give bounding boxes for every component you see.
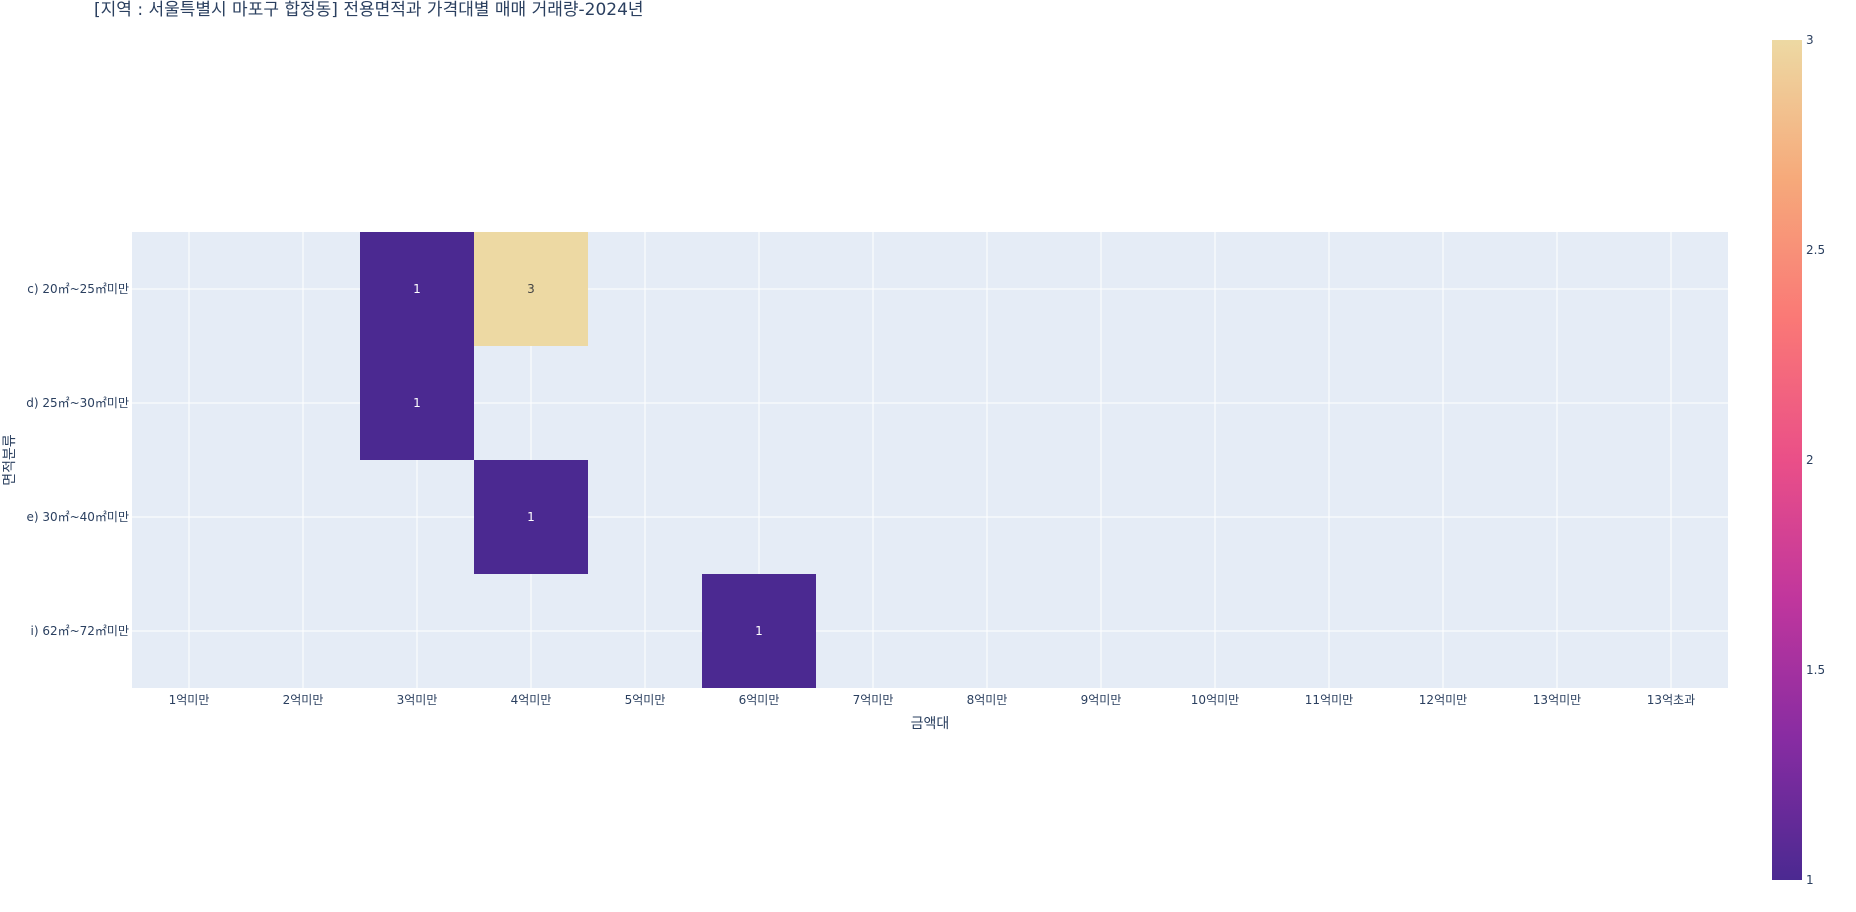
x-tick-label: 13억미만 bbox=[1533, 693, 1581, 707]
x-tick-label: 12억미만 bbox=[1419, 693, 1467, 707]
heatmap-cell bbox=[360, 232, 474, 346]
heatmap-cell bbox=[360, 346, 474, 460]
cell-value-label: 1 bbox=[527, 510, 535, 524]
heatmap-cells: 1 3 1 1 1 bbox=[360, 232, 816, 688]
colorbar-tick-label: 3 bbox=[1806, 33, 1814, 47]
x-tick-label: 5억미만 bbox=[625, 693, 666, 707]
cell-value-label: 3 bbox=[527, 282, 535, 296]
x-tick-label: 10억미만 bbox=[1191, 693, 1239, 707]
cell-value-label: 1 bbox=[413, 282, 421, 296]
heatmap-cell bbox=[474, 232, 588, 346]
colorbar-tick-labels: 1 1.5 2 2.5 3 bbox=[1806, 33, 1825, 887]
colorbar-tick-label: 2.5 bbox=[1806, 243, 1825, 257]
heatmap-cell bbox=[474, 460, 588, 574]
x-tick-label: 6억미만 bbox=[739, 693, 780, 707]
x-tick-label: 13억초과 bbox=[1647, 693, 1695, 707]
x-tick-labels: 1억미만 2억미만 3억미만 4억미만 5억미만 6억미만 7억미만 8억미만 9억미만 10억미… bbox=[169, 693, 1696, 707]
y-tick-label: c) 20㎡~25㎡미만 bbox=[27, 282, 129, 296]
x-tick-label: 8억미만 bbox=[967, 693, 1008, 707]
colorbar-tick-label: 2 bbox=[1806, 453, 1814, 467]
y-tick-labels: c) 20㎡~25㎡미만 d) 25㎡~30㎡미만 e) 30㎡~40㎡미만 i) 6… bbox=[26, 282, 129, 638]
x-tick-label: 7억미만 bbox=[853, 693, 894, 707]
x-axis-title: 금액대 bbox=[911, 716, 950, 732]
cell-value-label: 1 bbox=[755, 624, 763, 638]
x-tick-label: 9억미만 bbox=[1081, 693, 1122, 707]
y-tick-label: e) 30㎡~40㎡미만 bbox=[26, 510, 129, 524]
chart-title: [지역 : 서울특별시 마포구 합정동] 전용면적과 가격대별 매매 거래량-2… bbox=[94, 0, 644, 20]
y-tick-label: i) 62㎡~72㎡미만 bbox=[30, 624, 129, 638]
colorbar bbox=[1772, 40, 1802, 880]
colorbar-tick-label: 1 bbox=[1806, 873, 1814, 887]
x-tick-label: 3억미만 bbox=[397, 693, 438, 707]
x-tick-label: 1억미만 bbox=[169, 693, 210, 707]
x-tick-label: 11억미만 bbox=[1305, 693, 1353, 707]
x-tick-label: 2억미만 bbox=[283, 693, 324, 707]
colorbar-tick-label: 1.5 bbox=[1806, 663, 1825, 677]
x-tick-label: 4억미만 bbox=[511, 693, 552, 707]
heatmap-cell bbox=[702, 574, 816, 688]
y-tick-label: d) 25㎡~30㎡미만 bbox=[26, 396, 129, 410]
cell-value-label: 1 bbox=[413, 396, 421, 410]
y-axis-title: 면적분류 bbox=[2, 434, 18, 486]
